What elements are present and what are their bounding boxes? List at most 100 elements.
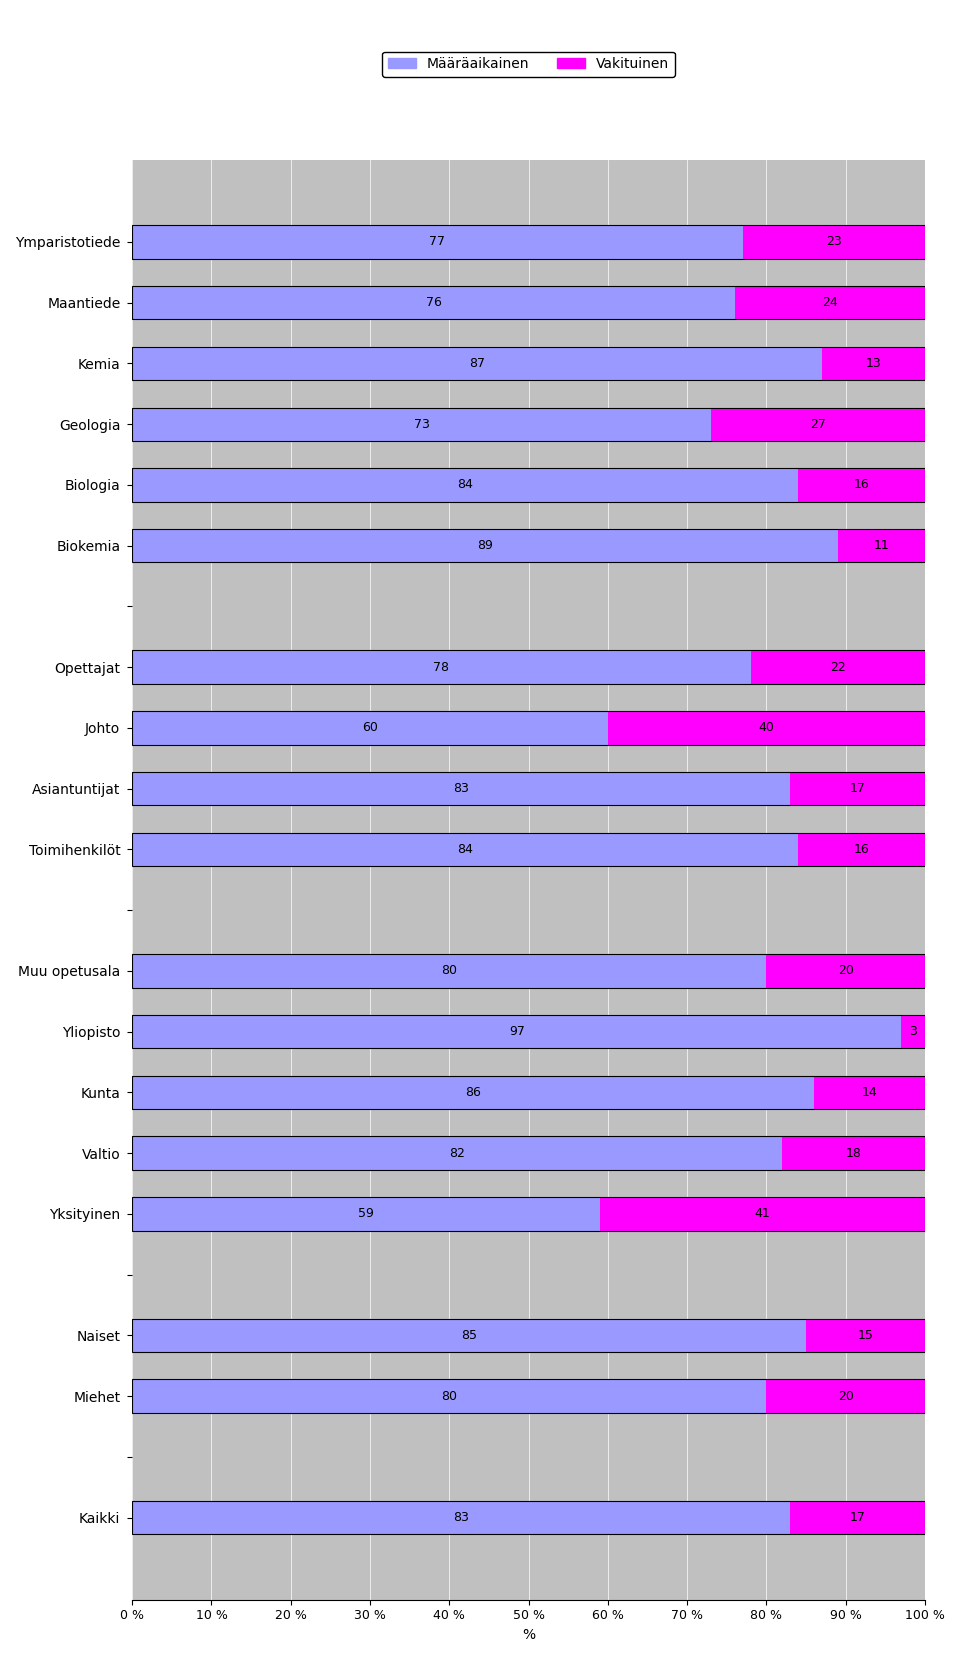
Text: 14: 14 bbox=[862, 1085, 877, 1099]
Bar bbox=[132, 408, 711, 441]
Bar bbox=[798, 833, 925, 867]
Bar bbox=[132, 1501, 925, 1534]
Bar bbox=[838, 529, 925, 562]
Text: 13: 13 bbox=[866, 356, 881, 370]
Bar bbox=[132, 1016, 925, 1049]
Bar bbox=[132, 651, 751, 684]
Bar bbox=[132, 1137, 925, 1170]
Bar bbox=[132, 651, 925, 684]
Text: 80: 80 bbox=[442, 964, 457, 978]
Bar bbox=[132, 772, 925, 805]
Bar bbox=[132, 711, 608, 744]
Text: 3: 3 bbox=[909, 1026, 917, 1039]
Bar bbox=[743, 225, 925, 258]
Bar bbox=[132, 1379, 925, 1413]
Bar bbox=[132, 346, 925, 379]
Text: 40: 40 bbox=[758, 721, 775, 734]
Bar bbox=[132, 1501, 925, 1534]
Bar bbox=[132, 772, 790, 805]
Bar bbox=[132, 711, 925, 744]
Bar bbox=[132, 833, 798, 867]
Bar bbox=[766, 954, 925, 988]
Text: 87: 87 bbox=[469, 356, 485, 370]
Text: 78: 78 bbox=[433, 661, 449, 674]
Text: 23: 23 bbox=[826, 235, 842, 249]
Bar bbox=[132, 1379, 925, 1413]
Bar bbox=[814, 1075, 925, 1109]
Bar bbox=[132, 469, 798, 502]
Bar bbox=[711, 408, 925, 441]
Bar bbox=[766, 1379, 925, 1413]
Bar bbox=[132, 529, 925, 562]
Bar bbox=[132, 408, 925, 441]
Text: 97: 97 bbox=[509, 1026, 525, 1039]
Text: 84: 84 bbox=[457, 479, 473, 492]
Bar bbox=[790, 772, 925, 805]
Text: 16: 16 bbox=[853, 843, 870, 857]
Text: 18: 18 bbox=[846, 1147, 862, 1160]
Text: 85: 85 bbox=[461, 1329, 477, 1342]
Bar bbox=[132, 1016, 901, 1049]
Bar bbox=[132, 287, 734, 320]
Bar bbox=[132, 469, 925, 502]
Bar bbox=[822, 346, 925, 379]
Legend: Määräaikainen, Vakituinen: Määräaikainen, Vakituinen bbox=[382, 51, 675, 76]
Bar bbox=[751, 651, 925, 684]
Bar bbox=[132, 287, 925, 320]
Bar bbox=[132, 225, 925, 258]
Bar bbox=[901, 1016, 925, 1049]
Text: 20: 20 bbox=[838, 964, 853, 978]
Bar bbox=[798, 469, 925, 502]
Bar bbox=[782, 1137, 925, 1170]
Text: 60: 60 bbox=[362, 721, 378, 734]
Bar bbox=[132, 225, 743, 258]
Text: 22: 22 bbox=[830, 661, 846, 674]
Bar bbox=[132, 1016, 925, 1049]
Text: 84: 84 bbox=[457, 843, 473, 857]
Bar bbox=[132, 1075, 925, 1109]
Bar bbox=[132, 346, 925, 379]
Text: 17: 17 bbox=[850, 1511, 866, 1524]
Bar bbox=[132, 1379, 766, 1413]
Text: 24: 24 bbox=[822, 297, 838, 310]
Bar bbox=[132, 711, 925, 744]
Bar bbox=[132, 833, 925, 867]
Bar bbox=[132, 954, 925, 988]
Text: 16: 16 bbox=[853, 479, 870, 492]
Bar bbox=[600, 1196, 925, 1231]
Bar bbox=[132, 529, 925, 562]
Bar bbox=[132, 1137, 925, 1170]
Text: 77: 77 bbox=[429, 235, 445, 249]
Text: 80: 80 bbox=[442, 1390, 457, 1402]
Bar bbox=[132, 1196, 600, 1231]
Bar bbox=[132, 346, 822, 379]
Bar bbox=[132, 1319, 806, 1352]
Text: 83: 83 bbox=[453, 782, 469, 795]
Bar bbox=[132, 529, 838, 562]
Text: 20: 20 bbox=[838, 1390, 853, 1402]
Bar bbox=[132, 954, 925, 988]
Bar bbox=[132, 772, 925, 805]
Bar bbox=[132, 1075, 925, 1109]
Text: 59: 59 bbox=[358, 1208, 374, 1220]
Text: 86: 86 bbox=[466, 1085, 481, 1099]
Text: 41: 41 bbox=[755, 1208, 770, 1220]
Bar bbox=[806, 1319, 925, 1352]
Bar bbox=[132, 1075, 814, 1109]
Text: 89: 89 bbox=[477, 539, 492, 552]
Text: 27: 27 bbox=[810, 418, 826, 431]
Bar bbox=[132, 1319, 925, 1352]
Bar bbox=[132, 833, 925, 867]
Text: 11: 11 bbox=[874, 539, 889, 552]
Bar bbox=[608, 711, 925, 744]
Text: 82: 82 bbox=[449, 1147, 466, 1160]
Text: 17: 17 bbox=[850, 782, 866, 795]
Bar bbox=[132, 1319, 925, 1352]
Bar bbox=[790, 1501, 925, 1534]
Bar bbox=[132, 225, 925, 258]
Bar bbox=[132, 651, 925, 684]
Text: 15: 15 bbox=[857, 1329, 874, 1342]
Bar bbox=[132, 1137, 782, 1170]
Bar bbox=[734, 287, 925, 320]
Text: 83: 83 bbox=[453, 1511, 469, 1524]
